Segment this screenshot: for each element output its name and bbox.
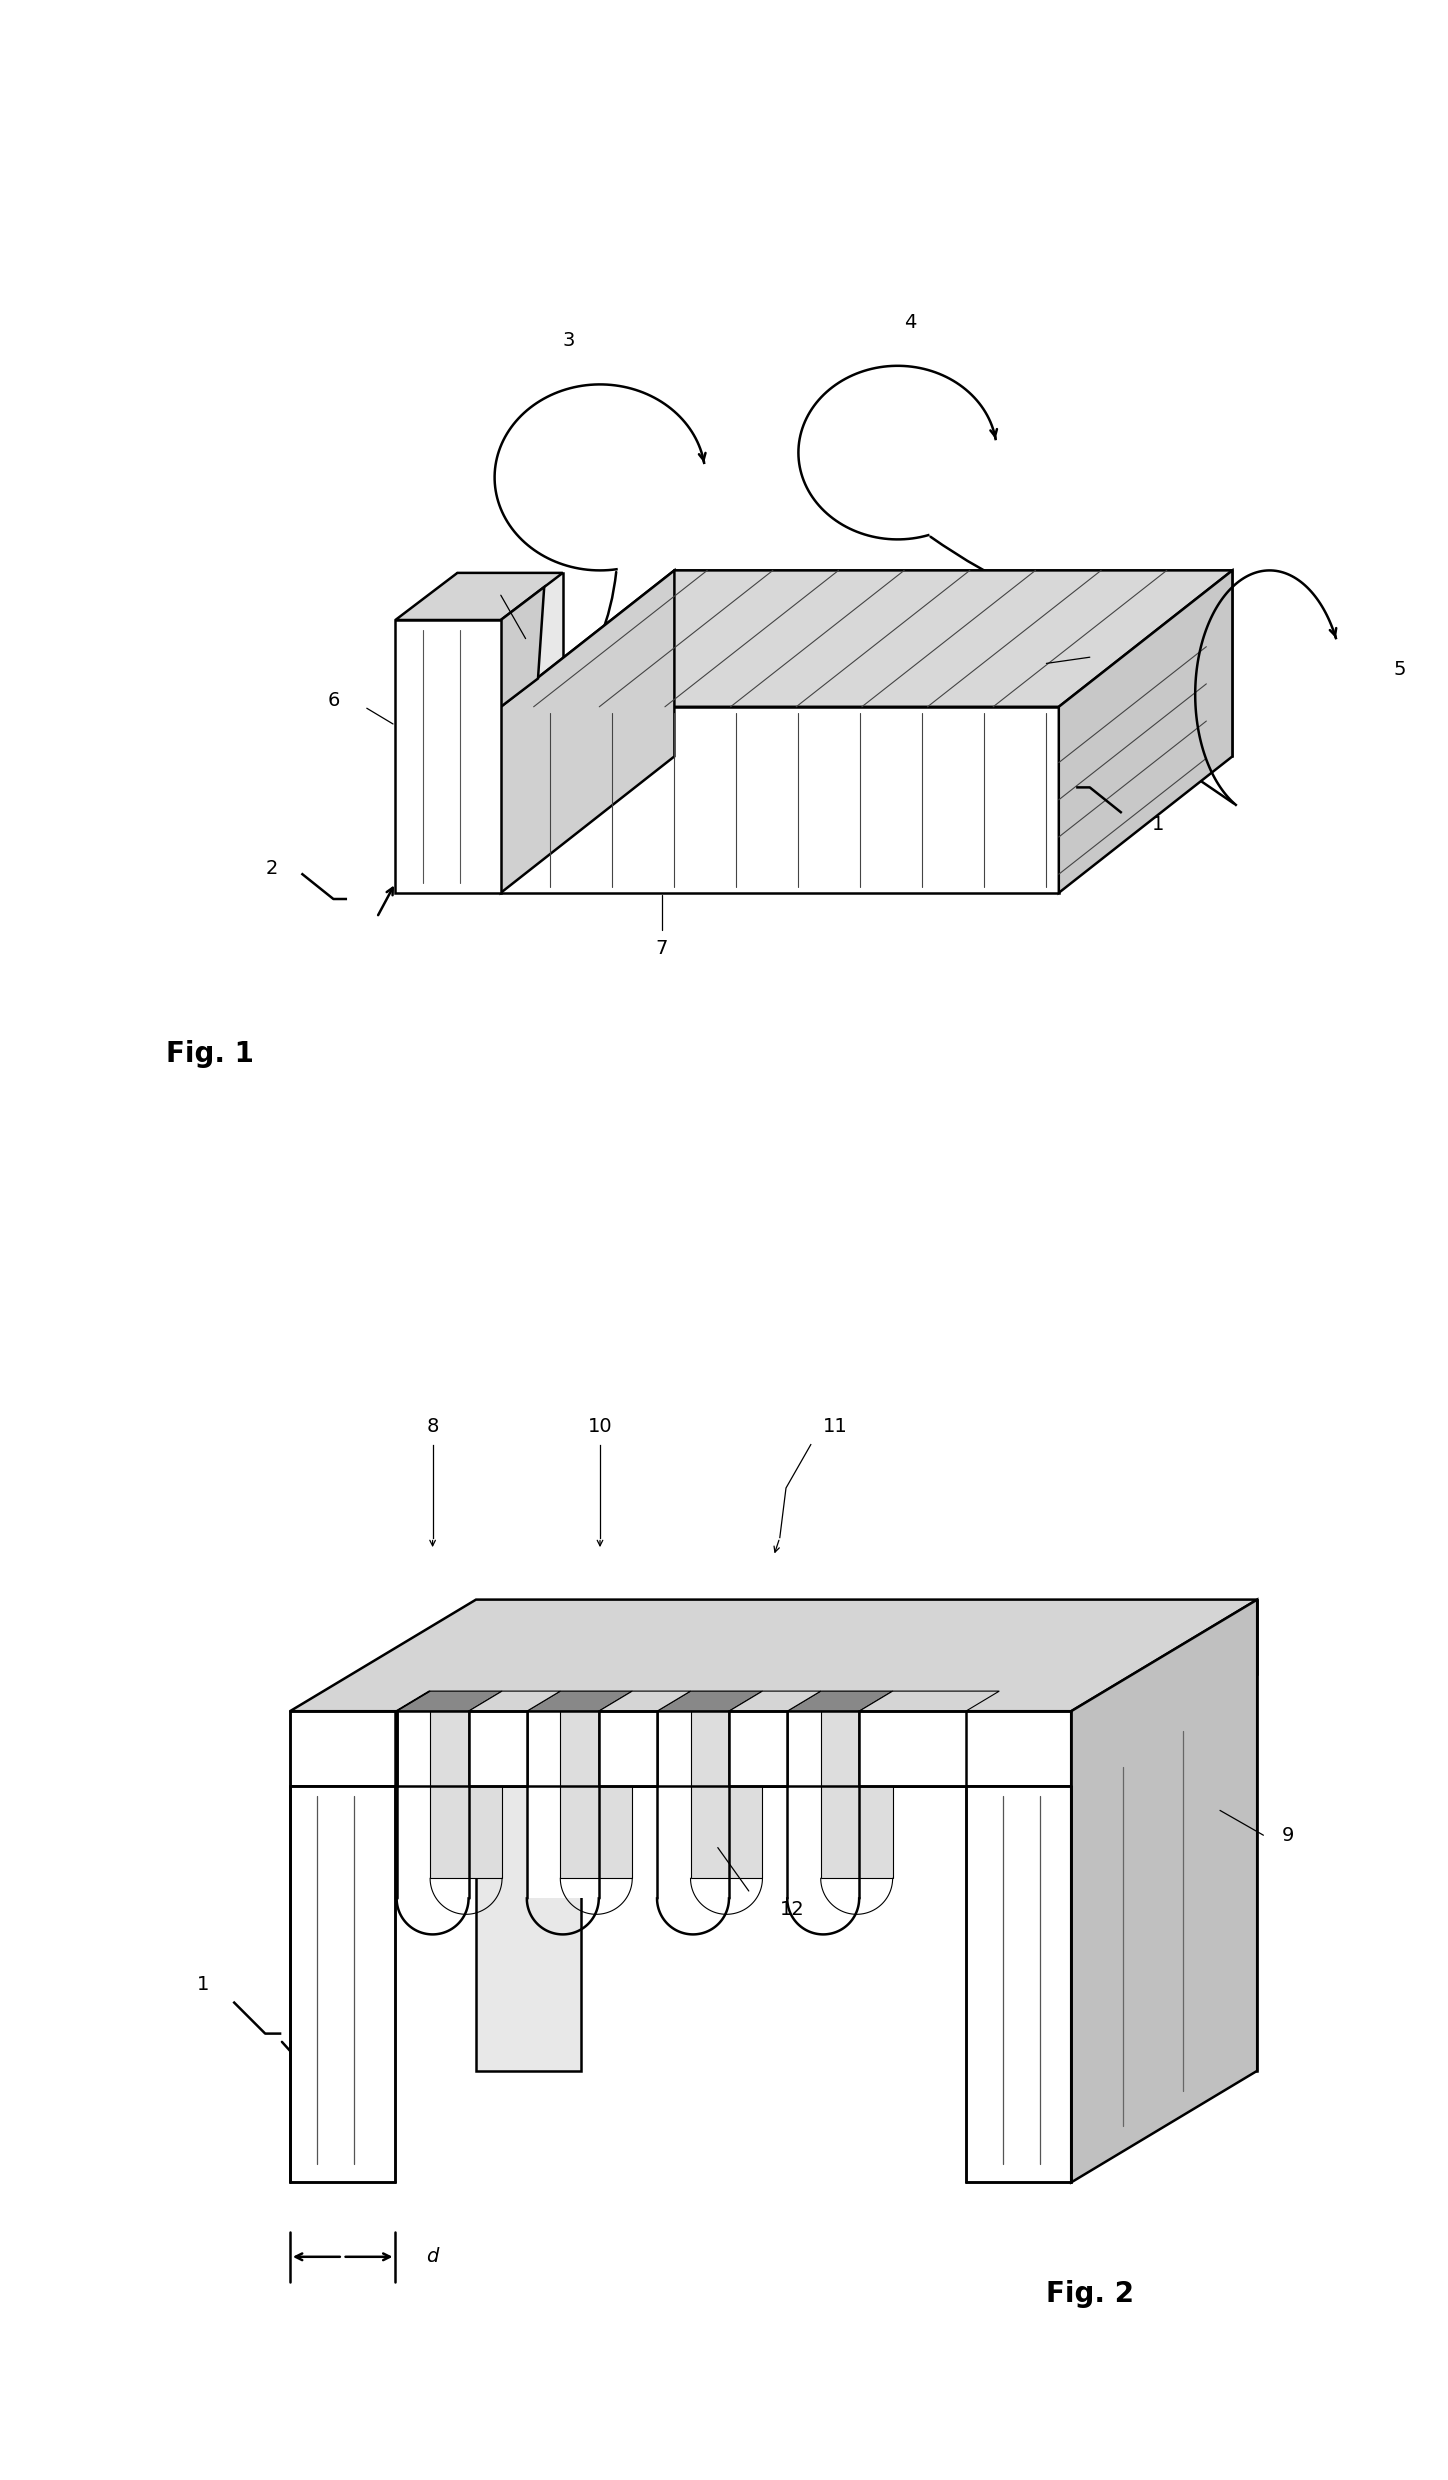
Polygon shape: [395, 620, 501, 893]
Polygon shape: [397, 1711, 469, 1900]
Polygon shape: [469, 1711, 527, 1786]
Polygon shape: [527, 1711, 599, 1900]
Polygon shape: [290, 1786, 395, 2182]
Text: 3: 3: [562, 332, 575, 350]
Text: 4: 4: [904, 312, 917, 332]
Text: 9: 9: [1121, 655, 1134, 672]
Text: Fig. 2: Fig. 2: [1047, 2279, 1134, 2309]
Text: 1: 1: [1151, 816, 1164, 833]
Polygon shape: [395, 1691, 430, 1711]
Polygon shape: [691, 1691, 763, 1877]
Polygon shape: [599, 1691, 691, 1711]
Polygon shape: [290, 1711, 1072, 1786]
Text: 10: 10: [588, 1416, 613, 1436]
Polygon shape: [430, 1691, 502, 1877]
Polygon shape: [821, 1691, 892, 1877]
Text: 1: 1: [197, 1974, 210, 1994]
Polygon shape: [527, 1691, 633, 1711]
Polygon shape: [1058, 570, 1232, 893]
Polygon shape: [859, 1711, 966, 1786]
Text: 7: 7: [656, 940, 668, 957]
Text: 2: 2: [265, 858, 278, 878]
Polygon shape: [560, 1691, 633, 1877]
Polygon shape: [859, 1691, 999, 1711]
Polygon shape: [395, 573, 563, 620]
Text: 11: 11: [824, 1416, 849, 1436]
Polygon shape: [966, 1786, 1072, 2182]
Text: 12: 12: [780, 1900, 805, 1920]
Text: 6: 6: [327, 692, 340, 709]
Polygon shape: [1151, 1600, 1257, 2071]
Polygon shape: [788, 1691, 892, 1711]
Text: 8: 8: [426, 1416, 439, 1436]
Polygon shape: [728, 1711, 788, 1786]
Polygon shape: [657, 1691, 763, 1711]
Polygon shape: [397, 1691, 502, 1711]
Polygon shape: [469, 1691, 560, 1711]
Polygon shape: [476, 1600, 1257, 1674]
Polygon shape: [501, 570, 675, 893]
Polygon shape: [599, 1711, 657, 1786]
Text: 9: 9: [1281, 1825, 1295, 1845]
Text: Fig. 1: Fig. 1: [167, 1039, 253, 1069]
Text: 5: 5: [1393, 660, 1406, 680]
Polygon shape: [728, 1691, 821, 1711]
Text: d: d: [426, 2247, 439, 2267]
Polygon shape: [788, 1711, 859, 1900]
Polygon shape: [290, 1600, 1257, 1711]
Polygon shape: [458, 573, 563, 846]
Polygon shape: [501, 570, 1232, 707]
Polygon shape: [1072, 1600, 1257, 2182]
Polygon shape: [501, 588, 544, 707]
Text: 8: 8: [476, 573, 488, 593]
Polygon shape: [476, 1600, 582, 2071]
Text: D: D: [714, 1845, 728, 1862]
Polygon shape: [675, 570, 1232, 756]
Polygon shape: [501, 707, 1058, 893]
Polygon shape: [657, 1711, 728, 1900]
